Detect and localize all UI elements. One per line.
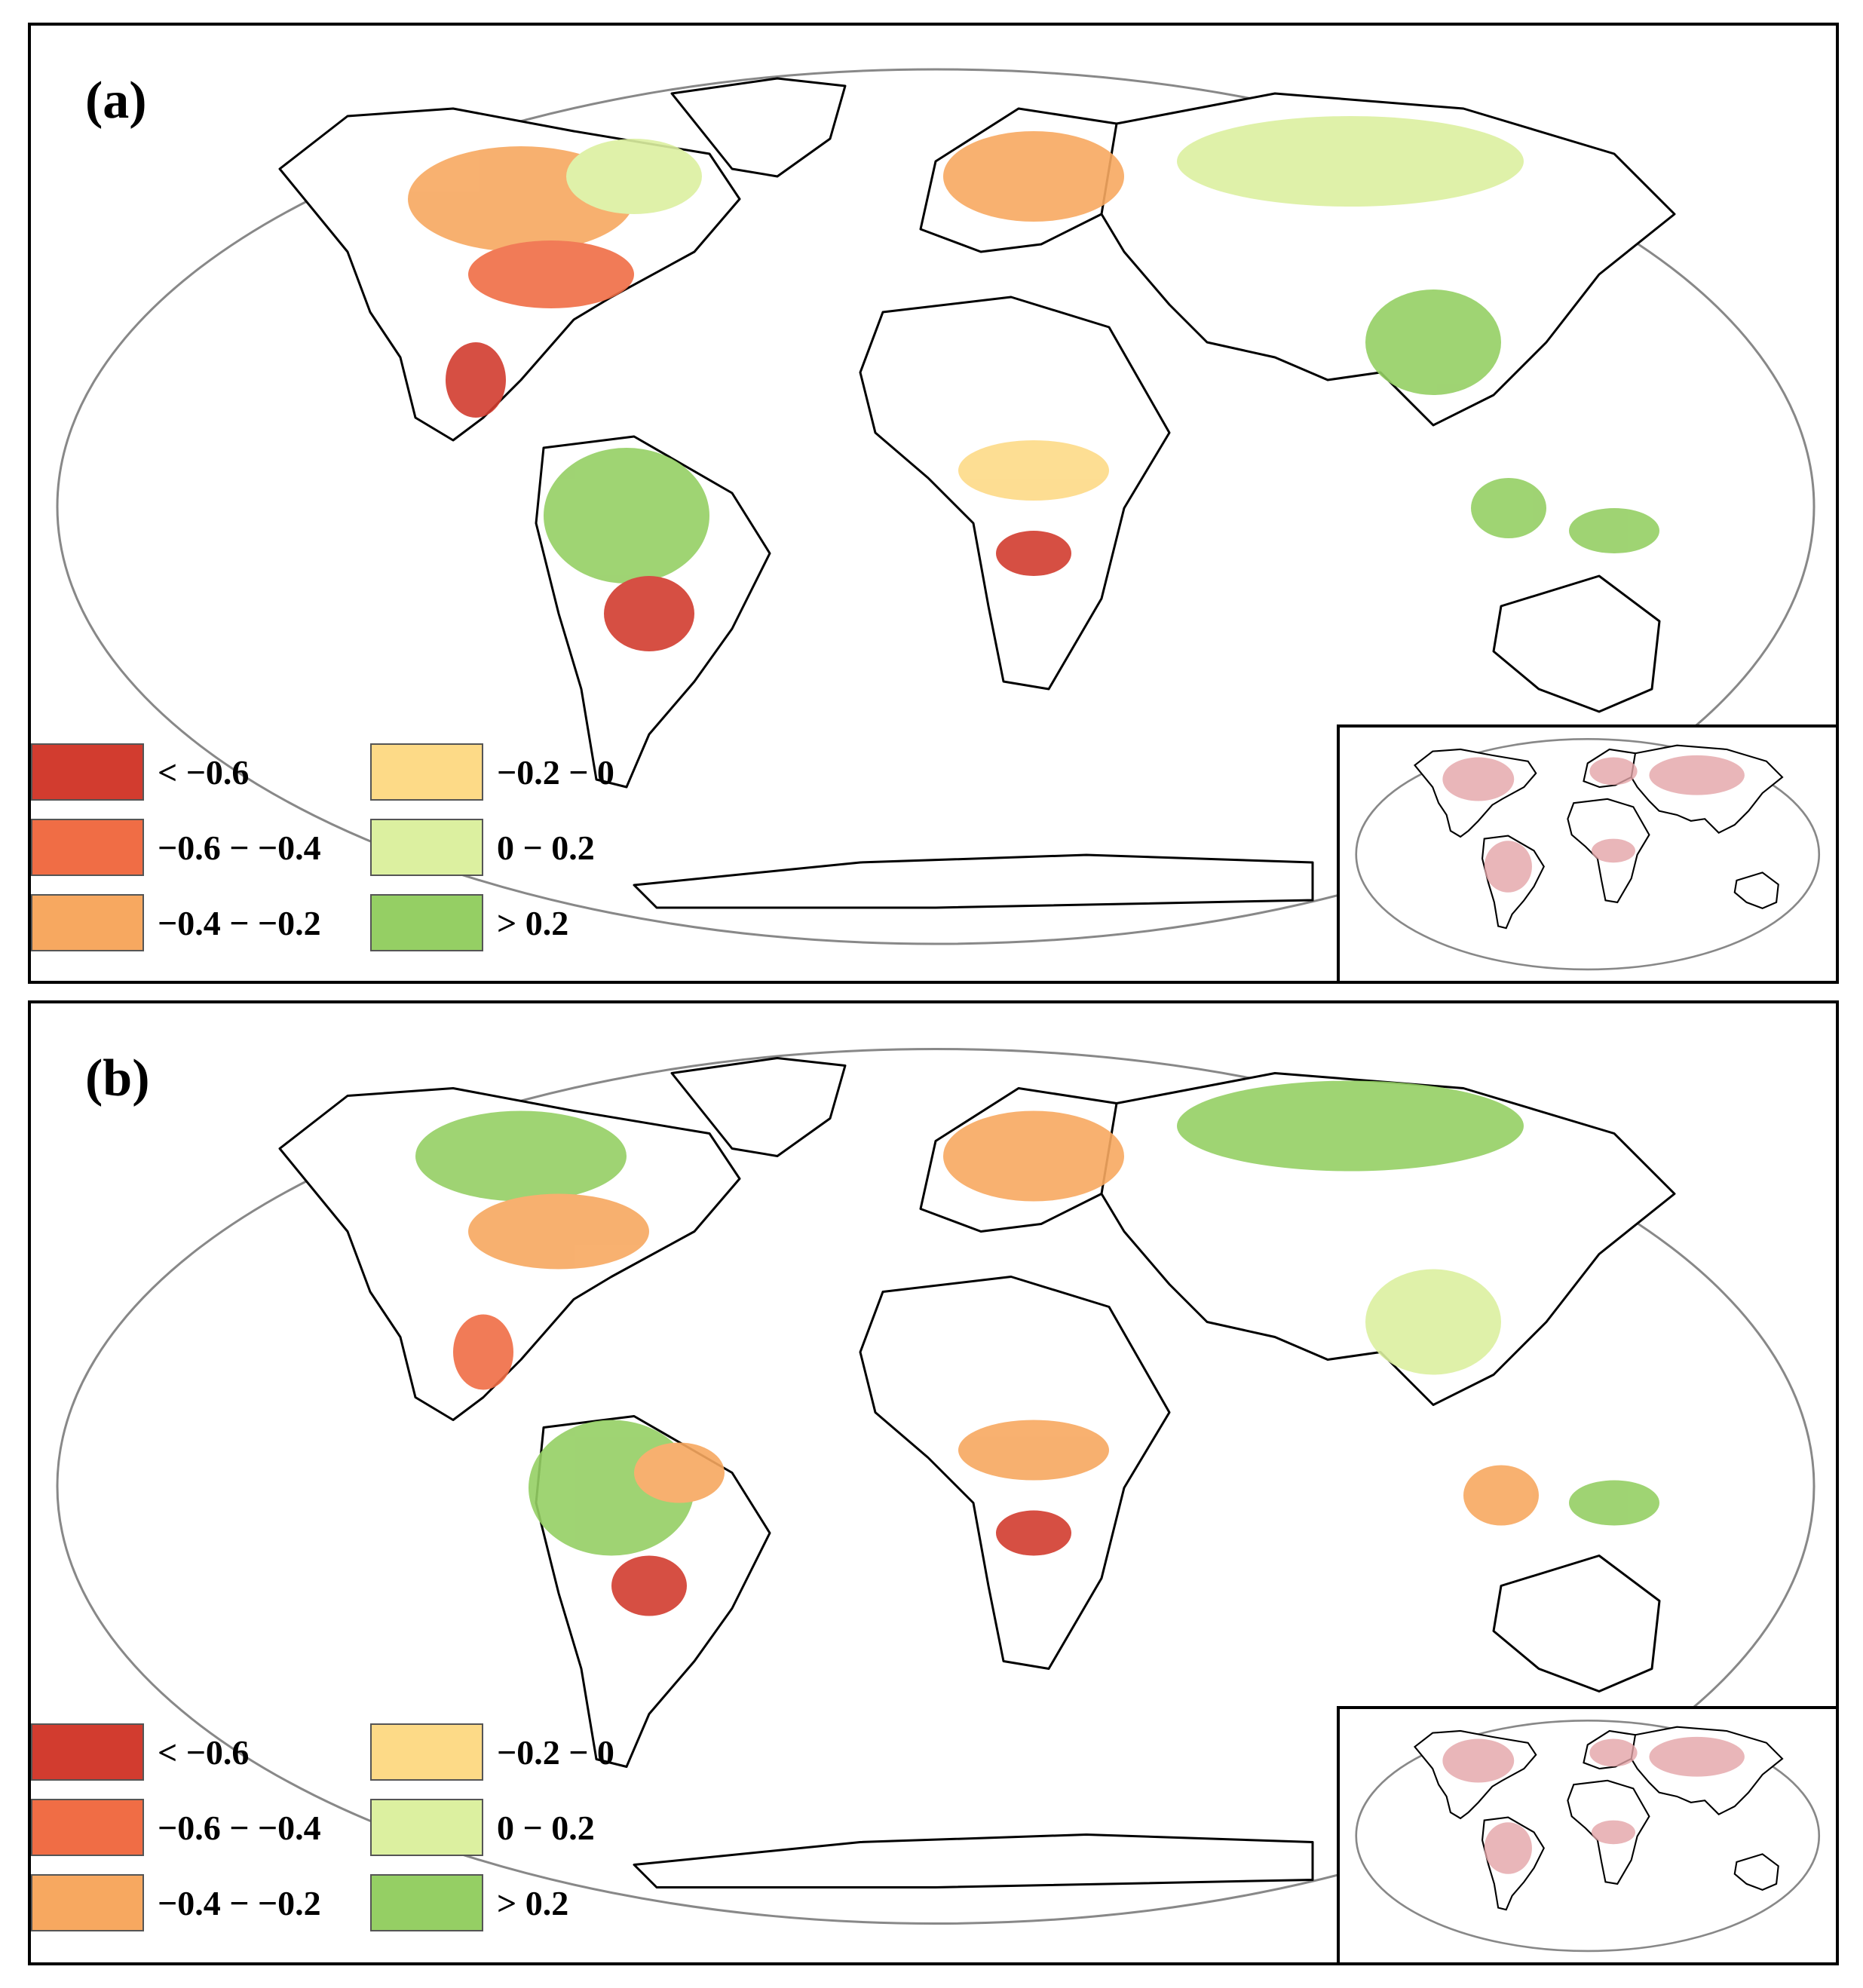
inset-world-map — [1355, 737, 1821, 971]
legend-swatch — [31, 1723, 144, 1781]
legend-label: −0.6 − −0.4 — [158, 828, 321, 867]
legend-label: 0 − 0.2 — [497, 828, 595, 867]
legend-swatch — [31, 1874, 144, 1931]
legend-label: < −0.6 — [158, 752, 250, 792]
inset-world-map — [1355, 1719, 1821, 1953]
vegetation-overlay-b — [415, 1080, 1659, 1616]
legend-item: −0.4 − −0.2 — [31, 894, 321, 951]
legend-swatch — [370, 894, 483, 951]
inset-map — [1337, 1706, 1836, 1962]
legend-label: > 0.2 — [497, 1883, 569, 1922]
legend-item: < −0.6 — [31, 1723, 249, 1781]
legend-swatch — [370, 1799, 483, 1856]
globe-outline — [56, 68, 1816, 945]
legend-item: −0.4 − −0.2 — [31, 1874, 321, 1931]
legend-swatch — [370, 819, 483, 876]
legend-swatch — [31, 1799, 144, 1856]
world-map-b — [56, 1048, 1816, 1925]
legend-swatch — [370, 1723, 483, 1781]
map-panel-a: (a) < −0.6 −0.6 − −0.4 −0.4 − −0.2 −0.2 … — [28, 23, 1839, 984]
legend-item: < −0.6 — [31, 743, 249, 801]
world-map-a — [56, 68, 1816, 945]
continent-australia — [1492, 574, 1661, 713]
panel-label: (a) — [85, 72, 147, 130]
legend-label: > 0.2 — [497, 903, 569, 942]
panel-label: (b) — [85, 1049, 150, 1107]
legend-item: 0 − 0.2 — [370, 819, 595, 876]
legend-item: −0.6 − −0.4 — [31, 819, 321, 876]
legend-swatch — [370, 743, 483, 801]
legend-label: 0 − 0.2 — [497, 1808, 595, 1847]
continent-antarctica — [633, 853, 1314, 909]
legend-swatch — [31, 819, 144, 876]
legend-swatch — [31, 894, 144, 951]
legend-item: −0.6 − −0.4 — [31, 1799, 321, 1856]
legend-item: 0 − 0.2 — [370, 1799, 595, 1856]
legend-swatch — [370, 1874, 483, 1931]
legend-label: −0.2 − 0 — [497, 1732, 614, 1772]
inset-map — [1337, 724, 1836, 981]
globe-outline — [56, 1048, 1816, 1925]
legend-label: −0.4 − −0.2 — [158, 903, 321, 942]
map-panel-b: (b) < −0.6 −0.6 − −0.4 −0.4 − −0.2 −0.2 … — [28, 1000, 1839, 1965]
legend-swatch — [31, 743, 144, 801]
legend-item: −0.2 − 0 — [370, 1723, 614, 1781]
legend-label: −0.2 − 0 — [497, 752, 614, 792]
legend-item: > 0.2 — [370, 894, 568, 951]
legend-label: −0.4 − −0.2 — [158, 1883, 321, 1922]
legend-item: −0.2 − 0 — [370, 743, 614, 801]
legend-label: −0.6 − −0.4 — [158, 1808, 321, 1847]
legend-label: < −0.6 — [158, 1732, 250, 1772]
continent-greenland — [670, 77, 847, 178]
vegetation-overlay-a — [408, 116, 1659, 651]
legend-item: > 0.2 — [370, 1874, 568, 1931]
